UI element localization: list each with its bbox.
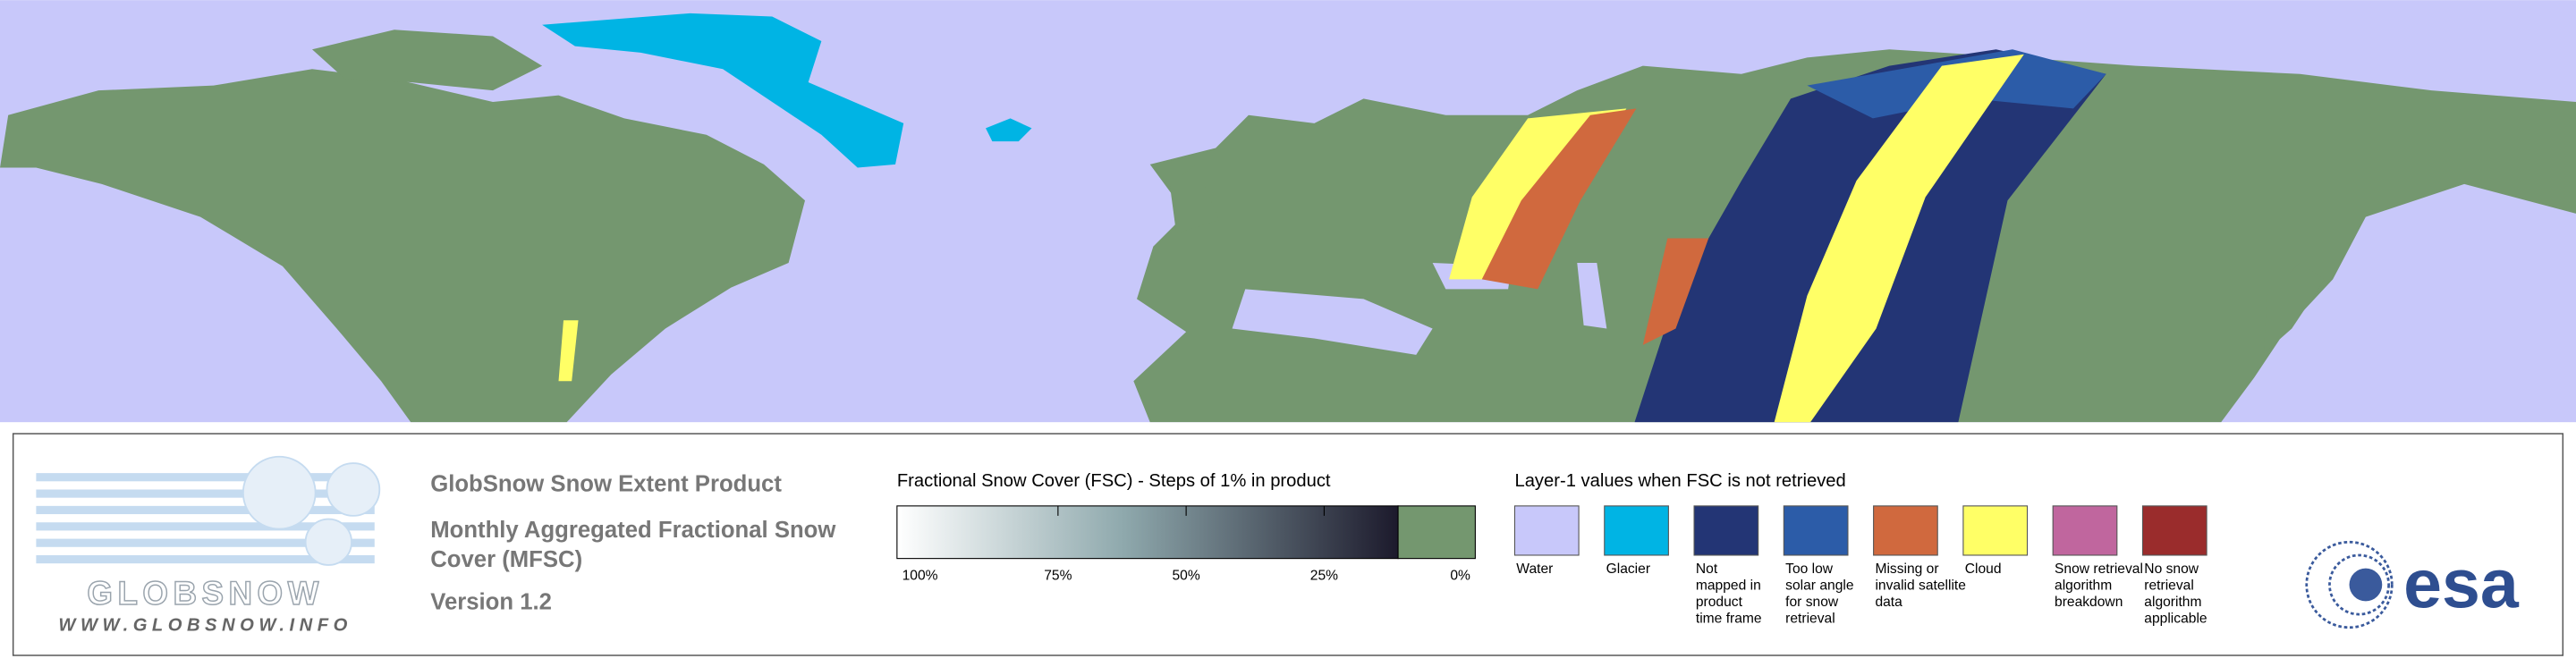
class-label: solar angle	[1785, 578, 1853, 594]
class-label: invalid satellite	[1875, 578, 1966, 594]
swath-invalid	[1481, 108, 1637, 290]
logo-url: WWW.GLOBSNOW.INFO	[58, 615, 352, 635]
class-label: mapped in	[1696, 578, 1761, 594]
class-swatch	[1962, 505, 2029, 556]
product-title: GlobSnow Snow Extent Product	[430, 471, 782, 496]
globsnow-logo	[36, 455, 381, 566]
class-label: breakdown	[2055, 595, 2123, 610]
class-label: for snow	[1785, 595, 1839, 610]
fsc-no-snow	[1397, 505, 1476, 560]
class-swatch	[1513, 505, 1580, 556]
arctic-islands	[311, 30, 543, 91]
product-version: Version 1.2	[430, 590, 552, 615]
class-label: algorithm	[2055, 578, 2112, 594]
class-swatch	[1873, 505, 1938, 556]
class-label: Snow retrieval	[2055, 561, 2143, 577]
class-label: Cloud	[1965, 561, 2002, 577]
fsc-tick-label: 0%	[1450, 569, 1470, 584]
fsc-tick-label: 25%	[1310, 569, 1338, 584]
fsc-title: Fractional Snow Cover (FSC) - Steps of 1…	[897, 471, 1331, 491]
layer1-title: Layer-1 values when FSC is not retrieved	[1514, 471, 1845, 491]
class-label: algorithm	[2144, 595, 2201, 610]
class-label: data	[1875, 595, 1902, 610]
class-swatch	[2052, 505, 2118, 556]
logo-name: GLOBSNOW	[87, 575, 323, 612]
japan	[2264, 263, 2325, 354]
caspian-sea	[1577, 263, 1607, 329]
class-label: Glacier	[1606, 561, 1650, 577]
iceland	[986, 118, 1032, 142]
mediterranean	[1232, 289, 1433, 355]
esa-logo-text: esa	[2403, 546, 2520, 623]
class-swatch	[1693, 505, 1759, 556]
class-label: time frame	[1696, 611, 1762, 626]
class-label: Water	[1516, 561, 1553, 577]
product-subtitle: Cover (MFSC)	[430, 547, 582, 572]
esa-logo	[2305, 540, 2394, 629]
class-label: applicable	[2144, 611, 2207, 626]
class-label: Not	[1696, 561, 1718, 577]
class-swatch	[1604, 505, 1669, 556]
north-america	[0, 69, 805, 423]
fsc-tick-label: 100%	[902, 569, 938, 584]
uk	[1169, 164, 1219, 233]
class-swatch	[1783, 505, 1849, 556]
class-label: Missing or	[1875, 561, 1938, 577]
map	[0, 0, 2576, 423]
class-swatch	[2141, 505, 2207, 556]
class-label: Too low	[1785, 561, 1834, 577]
class-label: retrieval	[1785, 611, 1835, 626]
fsc-gradient	[896, 505, 1399, 560]
swath-invalid-south	[1642, 238, 1709, 345]
class-label: product	[1696, 595, 1743, 610]
fsc-tick-label: 50%	[1172, 569, 1199, 584]
class-label: retrieval	[2144, 578, 2194, 594]
product-subtitle: Monthly Aggregated Fractional Snow	[430, 518, 836, 543]
class-label: No snow	[2144, 561, 2199, 577]
fsc-tick-label: 75%	[1044, 569, 1072, 584]
swath-cloud	[1774, 54, 2024, 423]
